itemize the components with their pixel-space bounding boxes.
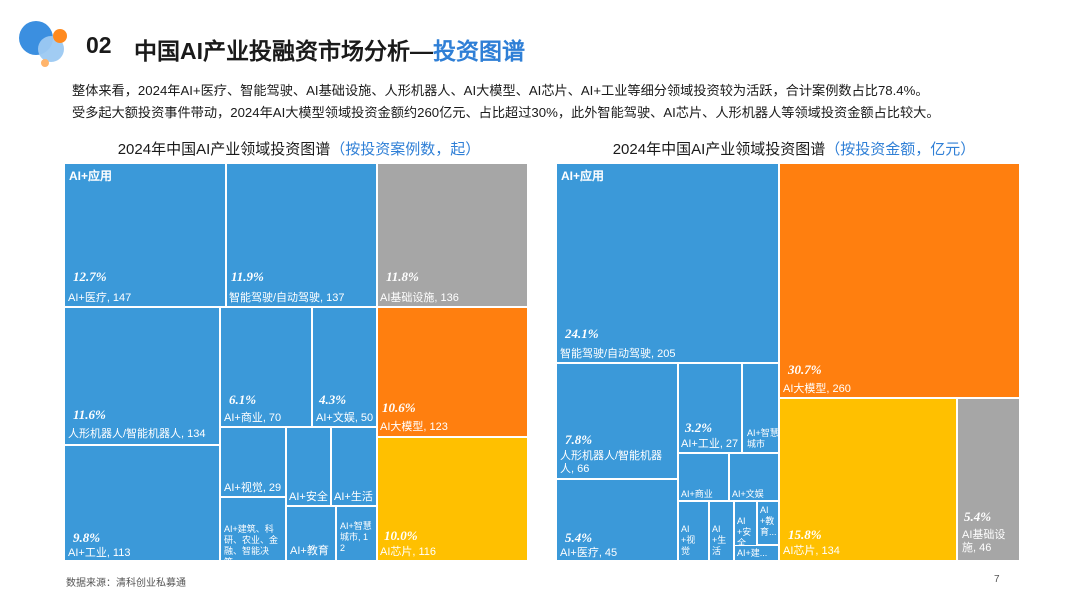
treemap-cell: AI+视觉 xyxy=(678,501,709,561)
treemap-cell: 10.6% AI大模型, 123 xyxy=(377,307,528,437)
treemap-cell-label: 智能驾驶/自动驾驶, 205 xyxy=(560,348,676,360)
title-highlight: 投资图谱 xyxy=(433,38,525,64)
treemap-cell-percent: 12.7% xyxy=(73,269,107,284)
treemap-cell-label: AI+医疗, 147 xyxy=(68,292,132,304)
title-main: 中国AI产业投融资市场分析— xyxy=(134,38,433,64)
treemap-cell-label: AI+生活 xyxy=(334,491,373,503)
treemap-cell-percent: 6.1% xyxy=(229,392,257,407)
treemap-cell: AI+文娱 xyxy=(729,453,779,501)
treemap-cell: 30.7% AI大模型, 260 xyxy=(779,163,1020,398)
treemap-cell-label: AI+视觉, 29 xyxy=(224,482,282,494)
treemap-cell-label: AI+工业, 27 xyxy=(681,438,739,450)
treemap-cell-label: AI芯片, 116 xyxy=(380,546,437,558)
treemap-cell: AI+生活 xyxy=(331,427,377,506)
treemap-cell-percent: 24.1% xyxy=(565,326,599,341)
page-title: 中国AI产业投融资市场分析—投资图谱 xyxy=(134,32,525,66)
treemap-cell: 7.8% 人形机器人/智能机器人, 66 xyxy=(556,363,678,479)
treemap-cases: 12.7% AI+医疗, 147 AI+应用 11.9% 智能驾驶/自动驾驶, 137 1… xyxy=(64,163,528,561)
page-number: 7 xyxy=(994,574,1000,585)
summary-line: 受多起大额投资事件带动，2024年AI大模型领域投资金额约260亿元、占比超过3… xyxy=(72,105,940,120)
treemap-cell-percent: 9.8% xyxy=(73,530,101,545)
treemap-cell: 11.9% 智能驾驶/自动驾驶, 137 xyxy=(226,163,377,307)
treemap-group-label: AI+应用 xyxy=(561,169,605,183)
treemap-cell-label: AI+教育... xyxy=(760,505,777,537)
treemap-cell: 11.8% AI基础设施, 136 xyxy=(377,163,528,307)
chart-title-amount: 2024年中国AI产业领域投资图谱（按投资金额，亿元） xyxy=(604,138,984,159)
treemap-cell-label: 智能驾驶/自动驾驶, 137 xyxy=(229,292,345,304)
treemap-cell-label: AI+建筑、科研、农业、金融、智能决策... xyxy=(224,524,279,560)
treemap-cell-percent: 5.4% xyxy=(565,530,593,545)
treemap-cell-label: AI+生活 xyxy=(712,524,727,556)
treemap-cell-label: AI+智慧城市 xyxy=(747,428,779,449)
treemap-cell: 4.3% AI+文娱, 50 xyxy=(312,307,377,427)
treemap-cell-label: AI+视觉 xyxy=(681,524,696,556)
treemap-cell: 12.7% AI+医疗, 147 AI+应用 xyxy=(64,163,226,307)
treemap-cell-label: AI大模型, 123 xyxy=(380,421,448,433)
section-number: 02 xyxy=(86,32,112,58)
treemap-cell-label: AI+商业, 70 xyxy=(224,412,282,424)
treemap-cell-label: AI+安全 xyxy=(289,491,328,503)
treemap-cell-label: AI+文娱, 50 xyxy=(316,412,374,424)
treemap-cell-label: AI+商业 xyxy=(681,489,713,499)
treemap-cell: 9.8% AI+工业, 113 xyxy=(64,445,220,561)
summary-line: 整体来看，2024年AI+医疗、智能驾驶、AI基础设施、人形机器人、AI大模型、… xyxy=(72,83,929,98)
treemap-cell-percent: 3.2% xyxy=(685,420,713,435)
treemap-cell-label: AI大模型, 260 xyxy=(783,383,851,395)
treemap-cell-label: AI+文娱 xyxy=(732,489,764,499)
treemap-cell-label: AI+安全 xyxy=(737,516,752,548)
treemap-cell: AI+商业 xyxy=(678,453,729,501)
treemap-cell-percent: 11.9% xyxy=(231,269,264,284)
decorative-bubbles-icon xyxy=(19,21,67,67)
treemap-cell-percent: 11.8% xyxy=(386,269,419,284)
source-note: 数据来源：清科创业私募通 xyxy=(66,578,186,589)
treemap-cell-label: AI+智慧城市, 12 xyxy=(340,521,372,553)
treemap-cell: AI+建筑、科研、农业、金融、智能决策... xyxy=(220,497,286,561)
treemap-cell: 24.1% 智能驾驶/自动驾驶, 205 AI+应用 xyxy=(556,163,779,363)
treemap-cell: 15.8% AI芯片, 134 xyxy=(779,398,957,561)
treemap-cell: 5.4% AI+医疗, 45 xyxy=(556,479,678,561)
treemap-amount: 24.1% 智能驾驶/自动驾驶, 205 AI+应用 30.7% AI大模型, 260 7… xyxy=(556,163,1020,561)
treemap-cell: AI+安全 xyxy=(286,427,331,506)
chart-subtitle: （按投资金额，亿元） xyxy=(825,141,976,158)
treemap-cell-percent: 7.8% xyxy=(565,432,593,447)
treemap-cell-percent: 4.3% xyxy=(319,392,347,407)
treemap-cell-percent: 15.8% xyxy=(788,527,822,542)
treemap-cell: AI+建... xyxy=(734,545,779,561)
treemap-cell-label: AI基础设施, 46 xyxy=(962,529,1006,554)
treemap-cell: AI+智慧城市 xyxy=(742,363,779,453)
treemap-cell-label: 人形机器人/智能机器人, 66 xyxy=(560,450,663,475)
treemap-cell-percent: 10.6% xyxy=(382,400,416,415)
treemap-cell-label: AI+医疗, 45 xyxy=(560,547,618,559)
treemap-cell-label: AI基础设施, 136 xyxy=(380,292,459,304)
treemap-cell-label: AI芯片, 134 xyxy=(783,545,840,557)
treemap-cell: 5.4% AI基础设施, 46 xyxy=(957,398,1020,561)
treemap-cell-label: AI+工业, 113 xyxy=(68,547,131,559)
treemap-cell: AI+智慧城市, 12 xyxy=(336,506,377,561)
treemap-cell: AI+视觉, 29 xyxy=(220,427,286,497)
treemap-cell: AI+生活 xyxy=(709,501,734,561)
chart-title-main: 2024年中国AI产业领域投资图谱 xyxy=(612,141,826,158)
treemap-group-label: AI+应用 xyxy=(69,169,113,183)
treemap-cell: 6.1% AI+商业, 70 xyxy=(220,307,312,427)
chart-title-main: 2024年中国AI产业领域投资图谱 xyxy=(117,141,331,158)
summary-text: 整体来看，2024年AI+医疗、智能驾驶、AI基础设施、人形机器人、AI大模型、… xyxy=(72,80,1032,124)
treemap-cell-label: 人形机器人/智能机器人, 134 xyxy=(68,428,206,440)
treemap-cell-percent: 10.0% xyxy=(384,528,418,543)
treemap-cell: 11.6% 人形机器人/智能机器人, 134 xyxy=(64,307,220,445)
treemap-cell-percent: 30.7% xyxy=(788,362,822,377)
treemap-cell: AI+教育 xyxy=(286,506,336,561)
chart-subtitle: （按投资案例数，起） xyxy=(330,141,481,158)
treemap-cell-percent: 5.4% xyxy=(964,509,992,524)
treemap-cell-label: AI+建... xyxy=(737,548,768,558)
treemap-cell-label: AI+教育 xyxy=(290,545,329,557)
treemap-cell: AI+教育... xyxy=(757,501,779,545)
treemap-cell: 3.2% AI+工业, 27 xyxy=(678,363,742,453)
chart-title-cases: 2024年中国AI产业领域投资图谱（按投资案例数，起） xyxy=(112,138,486,159)
treemap-cell: 10.0% AI芯片, 116 xyxy=(377,437,528,561)
treemap-cell-percent: 11.6% xyxy=(73,407,106,422)
